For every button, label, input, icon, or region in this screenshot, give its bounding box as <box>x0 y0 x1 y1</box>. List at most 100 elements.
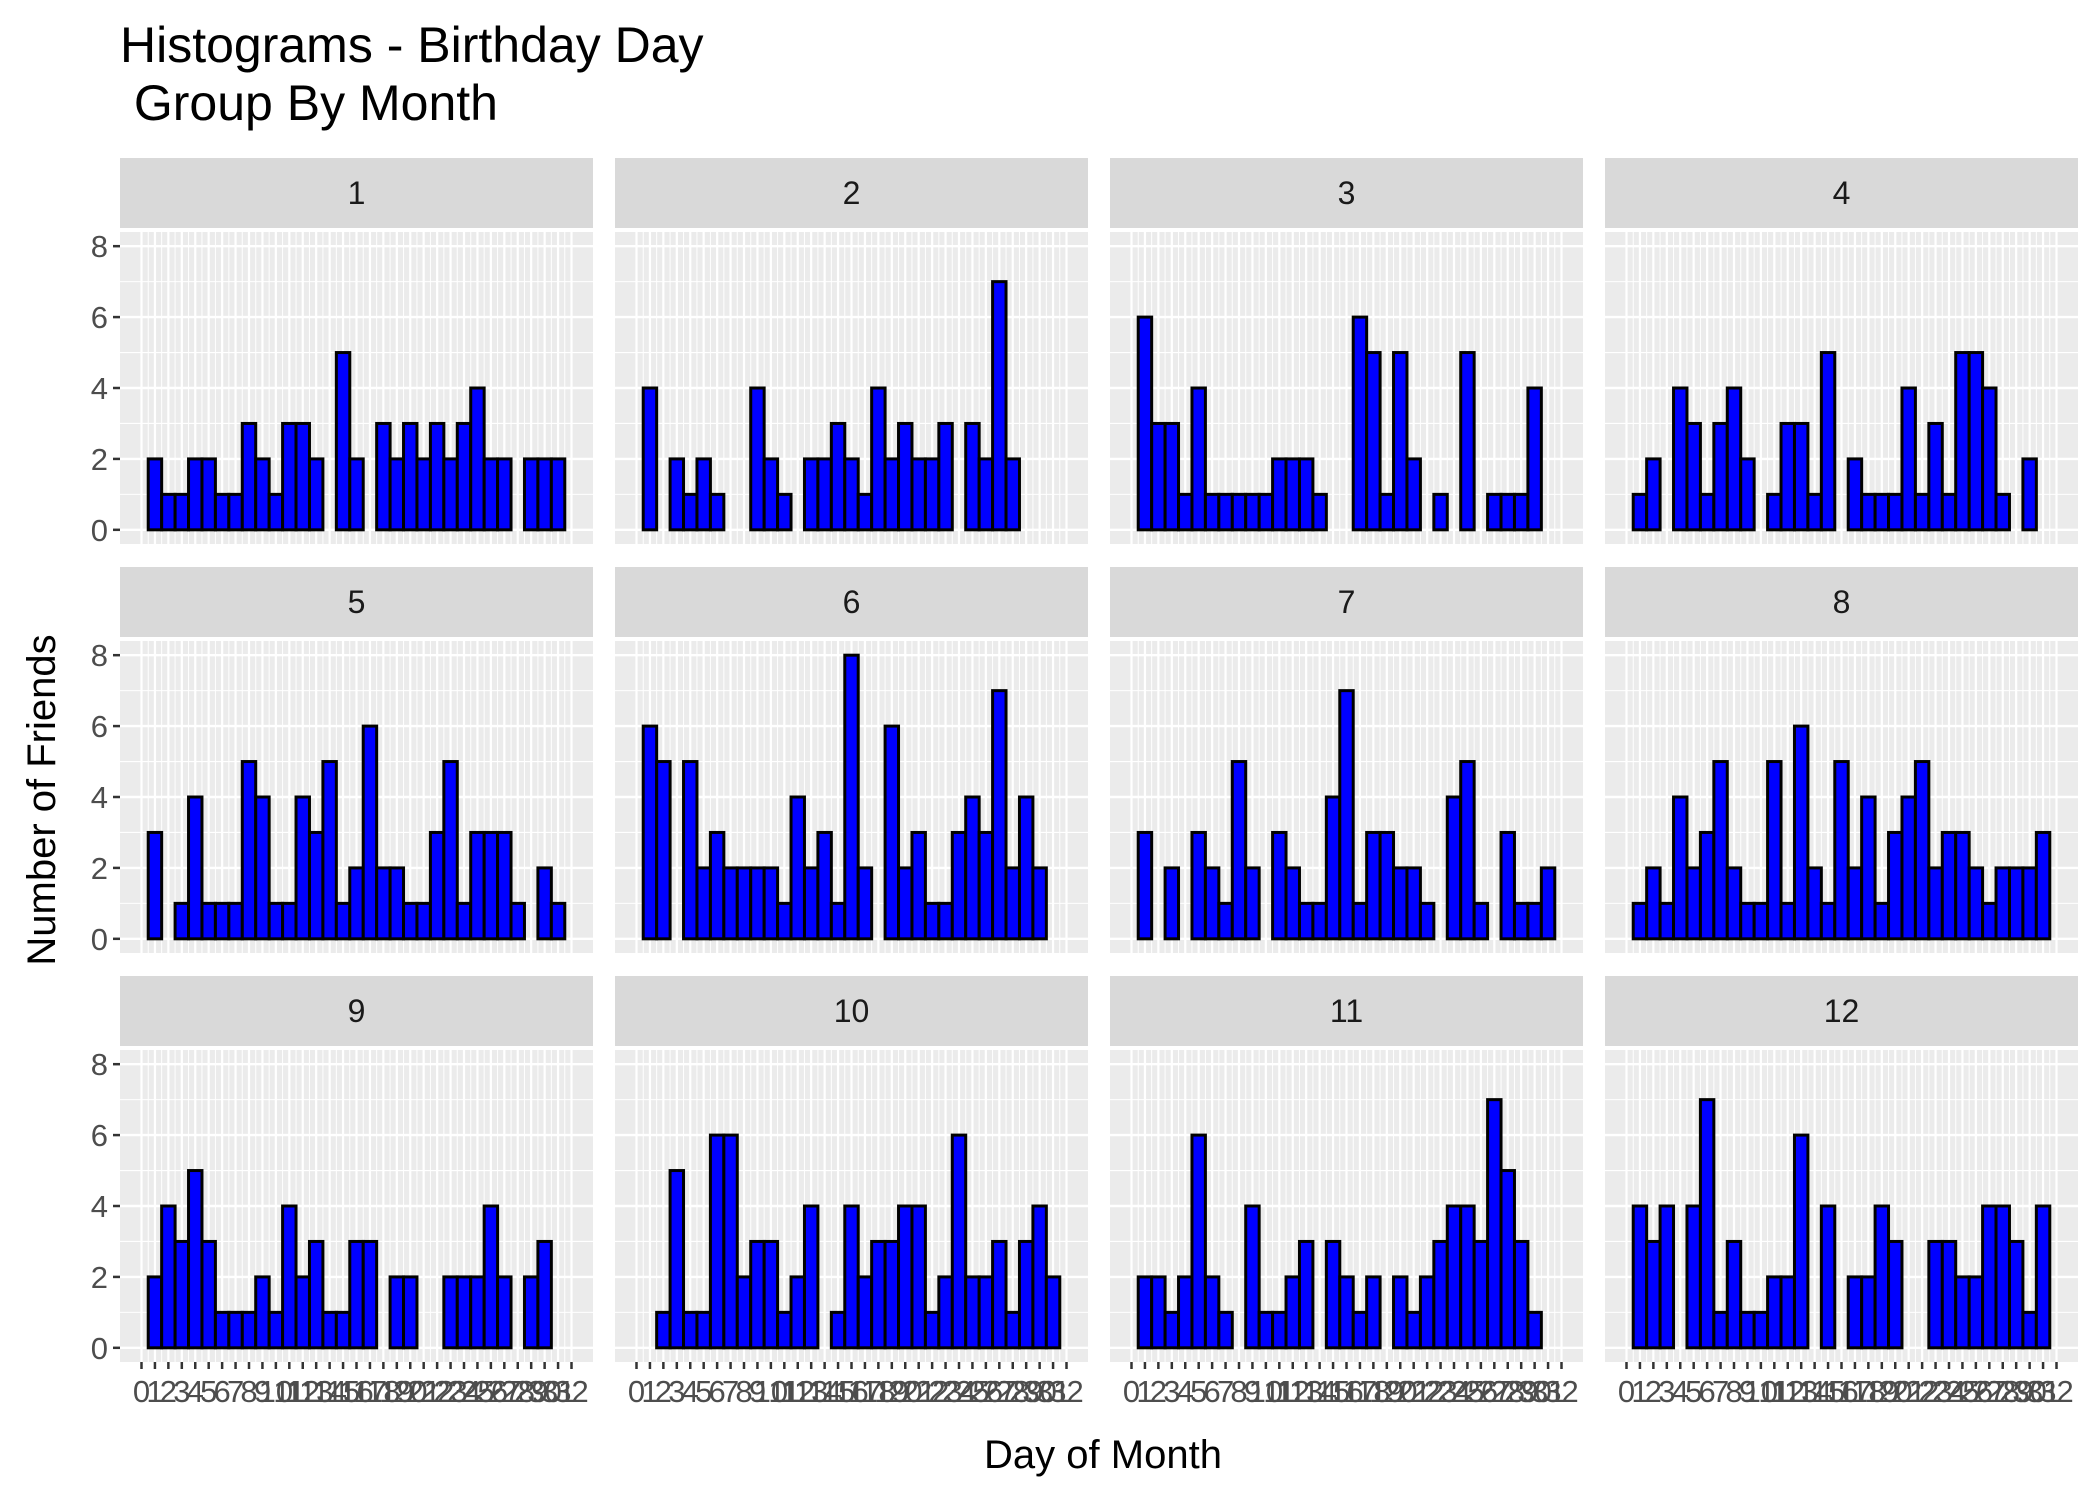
histogram-bar <box>1631 492 1649 532</box>
histogram-bar <box>213 901 231 941</box>
x-tick-label: 31 <box>541 1374 575 1409</box>
histogram-bar <box>1499 830 1516 941</box>
histogram-bar <box>1284 457 1301 532</box>
x-tick-label: 5 <box>1685 1374 1702 1409</box>
histogram-bar <box>1739 457 1756 532</box>
histogram-bar <box>1539 866 1557 941</box>
y-tick-label: 2 <box>91 851 108 886</box>
histogram-bar <box>1163 421 1181 532</box>
histogram-bar <box>1284 1275 1301 1350</box>
histogram-bar <box>402 1275 419 1350</box>
histogram-bar <box>641 724 659 941</box>
histogram-bar <box>1927 421 1944 532</box>
histogram-bar <box>496 830 513 941</box>
x-tick-label: 27 <box>1972 1374 2006 1409</box>
histogram-bar <box>1217 1310 1234 1350</box>
x-tick-label: 1 <box>641 1374 658 1409</box>
histogram-bar <box>1392 866 1409 941</box>
histogram-bar <box>549 457 567 532</box>
histogram-bar <box>843 653 860 941</box>
histogram-bar <box>1163 866 1181 941</box>
histogram-bar <box>641 386 659 532</box>
x-tick-label: 5 <box>200 1374 217 1409</box>
histogram-bar <box>682 760 699 941</box>
histogram-bar <box>1284 866 1301 941</box>
histogram-bar <box>482 1204 500 1350</box>
histogram-bar <box>1150 1275 1167 1350</box>
x-tick-label: 23 <box>433 1374 467 1409</box>
x-tick-label: 0 <box>1618 1374 1635 1409</box>
histogram-bar <box>2034 1204 2052 1350</box>
histogram-bar <box>1819 351 1837 532</box>
histogram-bar <box>1432 492 1449 532</box>
histogram-bar <box>1833 760 1850 941</box>
histogram-bar <box>321 1310 338 1350</box>
histogram-bar <box>388 866 406 941</box>
histogram-bar <box>1631 1204 1649 1350</box>
y-tick-label: 4 <box>91 1189 108 1224</box>
histogram-bar <box>536 1239 553 1350</box>
histogram-bar <box>1459 1204 1476 1350</box>
facet-strip <box>615 567 1088 637</box>
x-tick-label: 27 <box>982 1374 1016 1409</box>
x-tick-label: 8 <box>1230 1374 1247 1409</box>
x-tick-label: 7 <box>227 1374 244 1409</box>
x-tick-label: 10 <box>1249 1374 1283 1409</box>
x-tick-label: 26 <box>1959 1374 1993 1409</box>
x-tick-label: 15 <box>326 1374 360 1409</box>
x-tick-label: 4 <box>1672 1374 1689 1409</box>
histogram-bar <box>1392 351 1409 532</box>
facet-strip-label: 3 <box>1338 175 1356 211</box>
x-tick-label: 23 <box>1423 1374 1457 1409</box>
x-tick-label: 26 <box>969 1374 1003 1409</box>
histogram-bar <box>2021 457 2038 532</box>
histogram-bar <box>1873 901 1891 941</box>
x-tick-label: 18 <box>861 1374 895 1409</box>
histogram-bar <box>668 457 686 532</box>
histogram-bar <box>240 760 258 941</box>
x-tick-label: 21 <box>1891 1374 1925 1409</box>
histogram-bar <box>1203 866 1221 941</box>
histogram-bar <box>937 421 954 532</box>
histogram-bar <box>843 457 860 532</box>
x-tick-label: 3 <box>1658 1374 1675 1409</box>
x-tick-label: 13 <box>1784 1374 1818 1409</box>
histogram-bar <box>1324 1239 1342 1350</box>
histogram-bar <box>1418 1275 1436 1350</box>
histogram-bar <box>1685 866 1702 941</box>
histogram-bar <box>964 1275 981 1350</box>
histogram-bar <box>348 1239 365 1350</box>
histogram-bar <box>897 1204 914 1350</box>
x-tick-label: 29 <box>1504 1374 1538 1409</box>
x-tick-label: 15 <box>821 1374 855 1409</box>
histogram-bar <box>682 492 699 532</box>
histogram-bar <box>1203 492 1221 532</box>
histogram-bar <box>1324 795 1342 941</box>
x-tick-label: 26 <box>474 1374 508 1409</box>
x-tick-label: 7 <box>1217 1374 1234 1409</box>
histogram-bar <box>294 421 311 532</box>
x-tick-label: 20 <box>393 1374 427 1409</box>
histogram-bar <box>388 457 406 532</box>
histogram-bar <box>1913 492 1931 532</box>
histogram-bar <box>910 1204 927 1350</box>
x-tick-label: 30 <box>1517 1374 1551 1409</box>
histogram-bar <box>829 421 847 532</box>
histogram-bar <box>1338 1275 1355 1350</box>
x-tick-label: 25 <box>1945 1374 1979 1409</box>
histogram-bar <box>1685 1204 1702 1350</box>
x-tick-label: 17 <box>848 1374 882 1409</box>
x-tick-label: 29 <box>1009 1374 1043 1409</box>
histogram-bar <box>187 1169 204 1350</box>
histogram-bar <box>307 457 325 532</box>
histogram-bar <box>1873 492 1891 532</box>
histogram-bar <box>1900 386 1917 532</box>
x-tick-label: 32 <box>1049 1374 1083 1409</box>
histogram-bar <box>1311 492 1328 532</box>
x-tick-label: 16 <box>339 1374 373 1409</box>
histogram-bar <box>160 492 177 532</box>
x-tick-label: 21 <box>406 1374 440 1409</box>
histogram-bar <box>977 457 995 532</box>
x-tick-label: 3 <box>1163 1374 1180 1409</box>
histogram-bar <box>1954 1275 1971 1350</box>
